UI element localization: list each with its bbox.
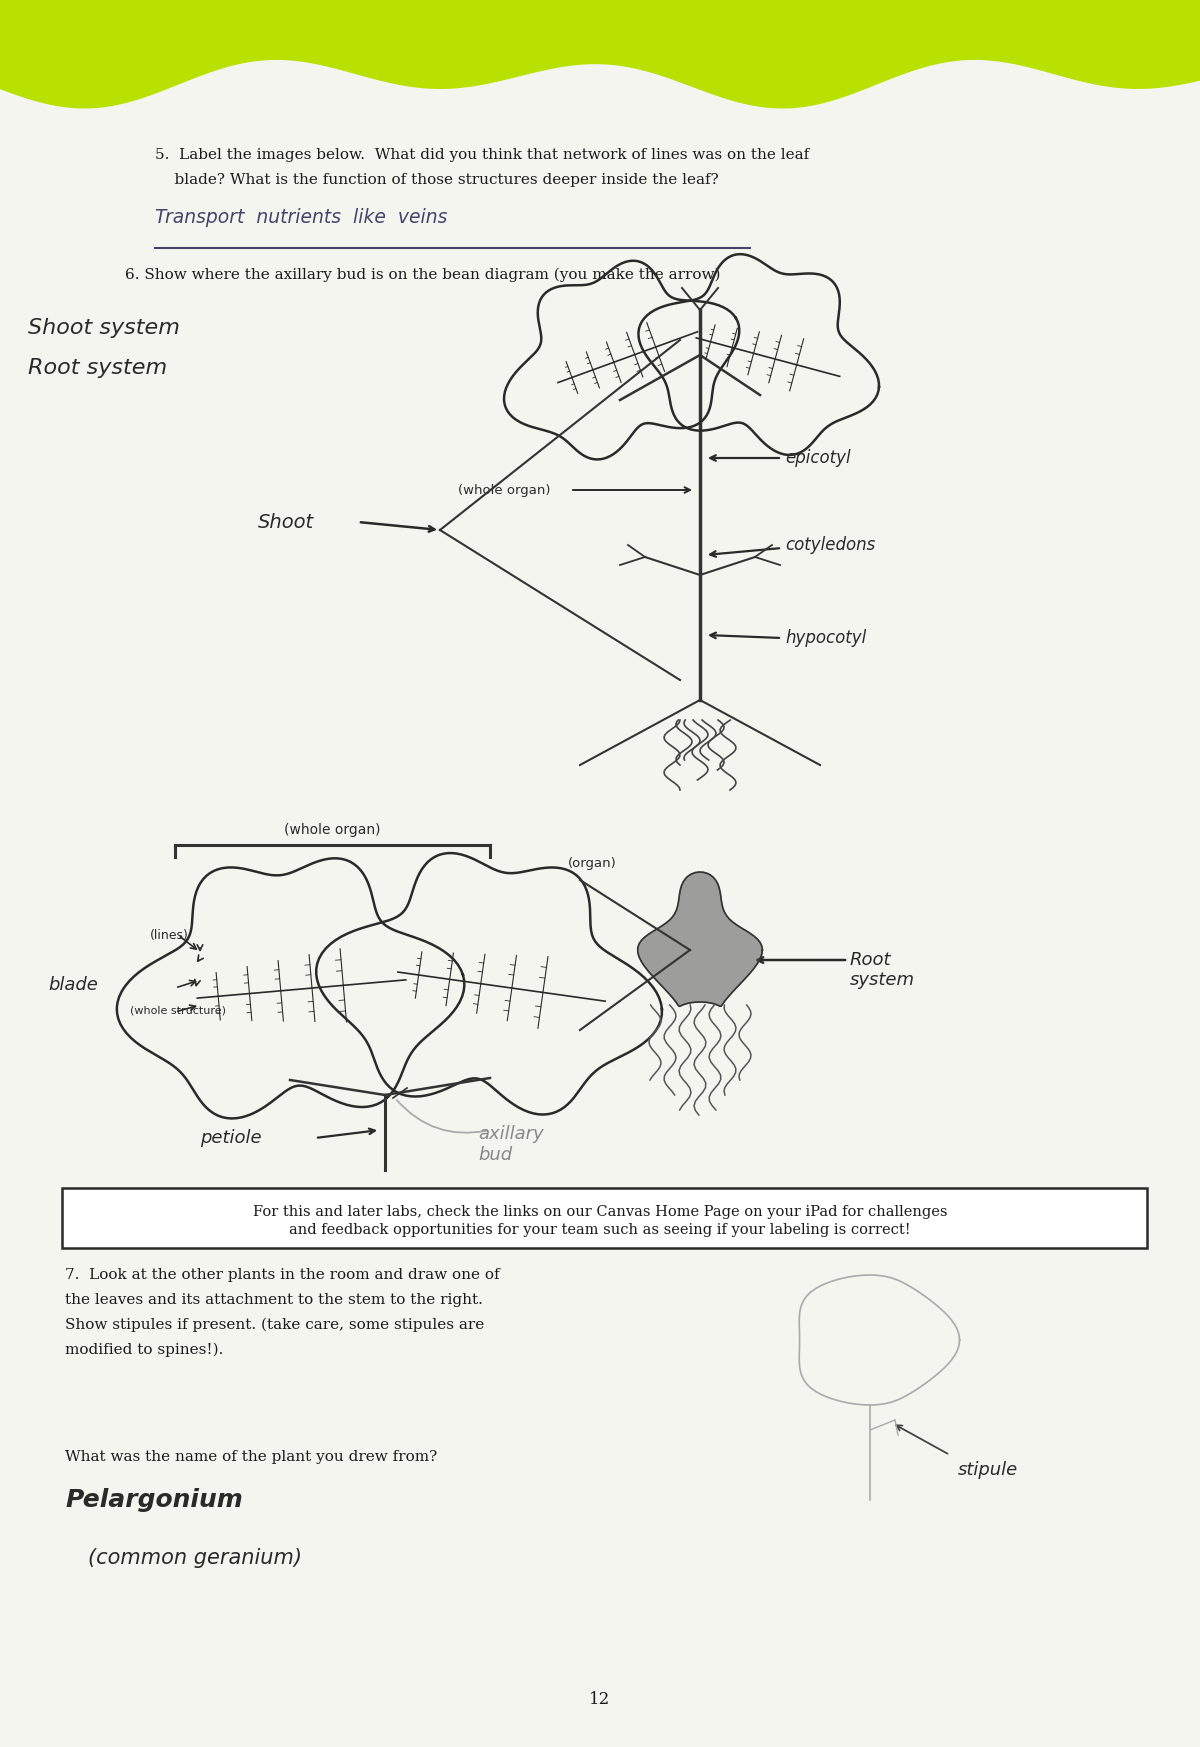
Text: (common geranium): (common geranium) xyxy=(88,1548,302,1569)
Text: stipule: stipule xyxy=(958,1460,1019,1480)
Text: (whole organ): (whole organ) xyxy=(458,484,551,496)
Text: Shoot: Shoot xyxy=(258,512,314,531)
Polygon shape xyxy=(0,0,1200,108)
Text: cotyledons: cotyledons xyxy=(785,536,875,554)
Polygon shape xyxy=(637,872,762,1006)
Text: (organ): (organ) xyxy=(568,858,617,870)
Text: What was the name of the plant you drew from?: What was the name of the plant you drew … xyxy=(65,1450,437,1464)
Text: Root system: Root system xyxy=(28,358,167,377)
Text: Shoot system: Shoot system xyxy=(28,318,180,337)
Text: modified to spines!).: modified to spines!). xyxy=(65,1343,223,1357)
Text: Transport  nutrients  like  veins: Transport nutrients like veins xyxy=(155,208,448,227)
Bar xyxy=(62,1188,1147,1247)
Text: 7.  Look at the other plants in the room and draw one of: 7. Look at the other plants in the room … xyxy=(65,1268,499,1282)
Text: 6. Show where the axillary bud is on the bean diagram (you make the arrow): 6. Show where the axillary bud is on the… xyxy=(125,267,720,283)
Text: Root
system: Root system xyxy=(850,950,916,989)
Text: 12: 12 xyxy=(589,1691,611,1709)
Text: blade: blade xyxy=(48,977,98,994)
Text: (lines): (lines) xyxy=(150,928,188,942)
Text: petiole: petiole xyxy=(200,1129,262,1148)
Text: blade? What is the function of those structures deeper inside the leaf?: blade? What is the function of those str… xyxy=(155,173,719,187)
Text: (whole structure): (whole structure) xyxy=(130,1005,226,1015)
Text: Show stipules if present. (take care, some stipules are: Show stipules if present. (take care, so… xyxy=(65,1317,485,1333)
Text: epicotyl: epicotyl xyxy=(785,449,851,466)
Text: (whole organ): (whole organ) xyxy=(283,823,380,837)
Text: axillary
bud: axillary bud xyxy=(478,1125,544,1164)
Text: and feedback opportunities for your team such as seeing if your labeling is corr: and feedback opportunities for your team… xyxy=(289,1223,911,1237)
Text: Pelargonium: Pelargonium xyxy=(65,1488,242,1511)
Text: hypocotyl: hypocotyl xyxy=(785,629,866,646)
Text: For this and later labs, check the links on our Canvas Home Page on your iPad fo: For this and later labs, check the links… xyxy=(253,1205,947,1219)
Text: the leaves and its attachment to the stem to the right.: the leaves and its attachment to the ste… xyxy=(65,1293,482,1307)
Text: 5.  Label the images below.  What did you think that network of lines was on the: 5. Label the images below. What did you … xyxy=(155,148,809,162)
